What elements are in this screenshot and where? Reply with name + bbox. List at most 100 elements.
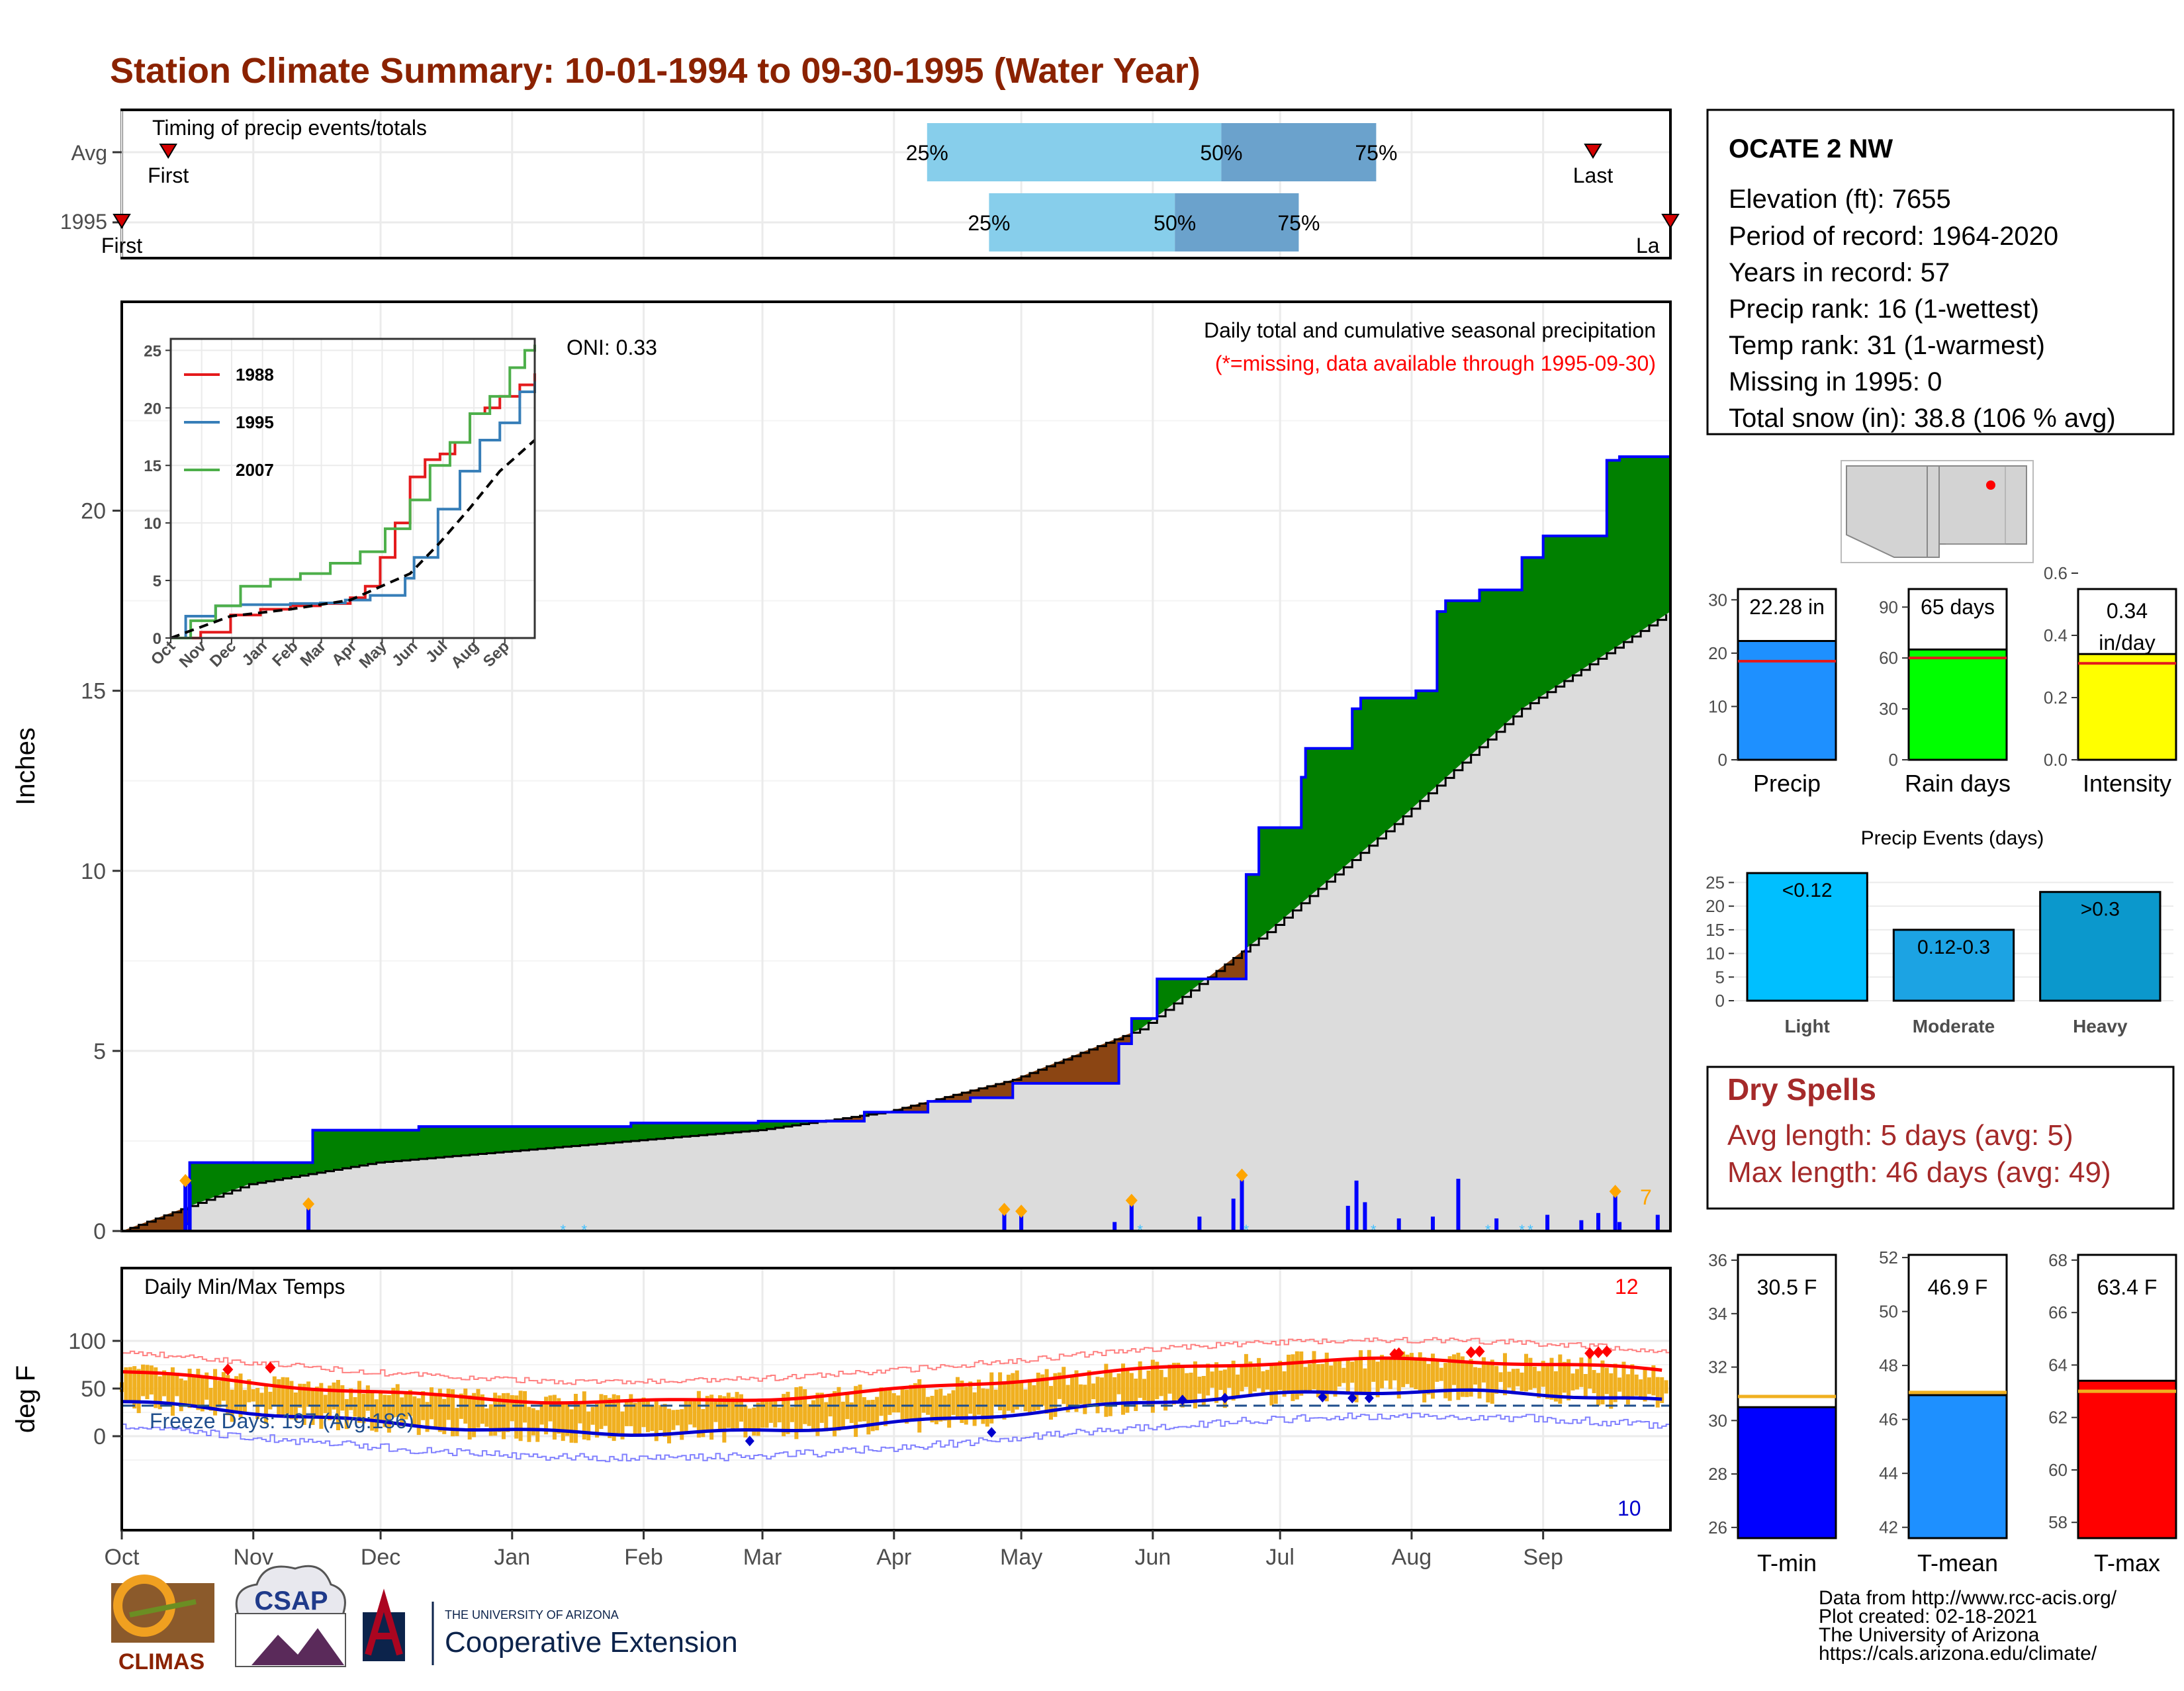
climas-logo[interactable]: CLIMAS: [111, 1575, 214, 1674]
freeze-days-label: Freeze Days: 197 (Avg:186): [150, 1409, 414, 1433]
daily-precip-bar: [1617, 1222, 1622, 1231]
oni-label: ONI: 0.33: [567, 336, 657, 359]
events-y-tick: 5: [1715, 967, 1725, 987]
summary-bar-tick: 0.4: [2044, 625, 2068, 645]
summary-bar-rain-days: 0 30 60 90 65 days Rain days: [1879, 588, 2011, 797]
inset-y-tick: 0: [153, 630, 161, 648]
summary-bar-value: 0.34: [2107, 599, 2148, 623]
daily-precip-bar: [1655, 1214, 1660, 1231]
temp-summary-t-max: 58 60 62 64 66 68 63.4 F T-max: [2048, 1250, 2177, 1577]
record-low-marker: [1177, 1394, 1187, 1406]
heavy-precip-marker: [1609, 1185, 1621, 1199]
heavy-precip-marker: [179, 1173, 192, 1187]
summary-bar-tick: 10: [1708, 696, 1727, 716]
ua-big-text: Cooperative Extension: [445, 1626, 738, 1659]
ua-small-text: THE UNIVERSITY OF ARIZONA: [445, 1608, 619, 1622]
summary-bar-tick: 20: [1708, 643, 1727, 663]
inset-y-tick: 20: [144, 400, 161, 418]
temp-summary-tick: 48: [1879, 1355, 1898, 1375]
station-line: Precip rank: 16 (1-wettest): [1729, 295, 2039, 324]
dry-spells-box: Dry Spells Avg length: 5 days (avg: 5) M…: [1706, 1066, 2175, 1210]
footer-line: Plot created: 02-18-2021: [1819, 1606, 2037, 1627]
summary-bar-unit: in/day: [2099, 631, 2155, 655]
inset-legend-label: 2007: [236, 460, 274, 480]
summary-bar-fill: [2077, 653, 2177, 761]
temp-summary-t-min: 26 28 30 32 34 36 30.5 F T-min: [1708, 1250, 1837, 1577]
station-line: Period of record: 1964-2020: [1729, 222, 2058, 251]
temp-summary-tick: 66: [2048, 1303, 2068, 1322]
daily-precip-bar: [1197, 1216, 1202, 1231]
locator-map: [1841, 460, 2034, 563]
events-category-label: Light: [1784, 1016, 1829, 1036]
timing-marker: [113, 214, 131, 229]
record-low-marker: [987, 1427, 997, 1438]
summary-bar-tick: 0.0: [2044, 750, 2068, 770]
record-low-marker: [745, 1436, 754, 1447]
events-title: Precip Events (days): [1861, 827, 2044, 849]
timing-marker: [1584, 144, 1602, 159]
inset-y-tick: 5: [153, 572, 161, 590]
station-line: Missing in 1995: 0: [1729, 367, 1942, 396]
events-bar-moderate: [1892, 929, 2015, 1002]
temp-y-tick: 100: [68, 1329, 106, 1354]
daily-precip-bar: [187, 1184, 192, 1231]
inset-y-tick: 10: [144, 515, 161, 533]
temp-bottom-count: 10: [1617, 1496, 1641, 1520]
timing-last-label: La: [1636, 234, 1660, 257]
temp-summary-tick: 26: [1708, 1518, 1727, 1537]
station-location-marker: [1986, 480, 1995, 490]
summary-bar-tick: 0: [1718, 750, 1727, 770]
temp-summary-label: T-max: [2094, 1549, 2160, 1577]
daily-precip-bar: [183, 1180, 188, 1231]
events-y-tick: 20: [1706, 896, 1725, 916]
month-tick-label: Sep: [1523, 1545, 1563, 1570]
month-tick-label: May: [1000, 1545, 1042, 1570]
events-bar-heavy: [2039, 891, 2161, 1002]
footer-credits: Data from http://www.rcc-acis.org/ Plot …: [1819, 1587, 2117, 1665]
daily-precip-bar: [1494, 1218, 1499, 1231]
month-tick-label: Dec: [361, 1545, 400, 1570]
timing-bar-q50-q75: [1175, 193, 1299, 251]
timing-last-label: Last: [1573, 163, 1614, 187]
summary-bar-tick: 30: [1708, 590, 1727, 610]
precip-y-tick: 5: [93, 1039, 106, 1064]
inset-average-line: [170, 439, 536, 639]
month-tick-label: Oct: [105, 1545, 140, 1570]
station-info-box: OCATE 2 NW Elevation (ft): 7655 Period o…: [1706, 109, 2175, 435]
dry-spells-avg: Avg length: 5 days (avg: 5): [1727, 1119, 2073, 1152]
daily-precip-bar: [1354, 1180, 1359, 1231]
temp-summary-tick: 28: [1708, 1464, 1727, 1484]
footer-line: https://cals.arizona.edu/climate/: [1819, 1643, 2097, 1665]
daily-precip-bar: [1002, 1209, 1007, 1231]
events-bar-light: [1746, 872, 1868, 1002]
station-line: Total snow (in): 38.8 (106 % avg): [1729, 404, 2116, 433]
summary-bar-fill: [1907, 648, 2008, 761]
events-y-tick: 10: [1706, 944, 1725, 964]
temp-summary-tick: 64: [2048, 1355, 2068, 1375]
precip-corner-count: 7: [1640, 1185, 1652, 1209]
university-of-arizona-logo[interactable]: THE UNIVERSITY OF ARIZONA Cooperative Ex…: [363, 1588, 738, 1665]
timing-bar-q25-q50: [989, 193, 1175, 251]
csap-logo[interactable]: CSAP: [235, 1565, 346, 1667]
precip-y-tick: 15: [81, 679, 106, 704]
inset-legend-label: 1995: [236, 412, 274, 432]
record-high-marker: [1393, 1347, 1404, 1359]
temp-summary-bar-fill: [2077, 1379, 2177, 1539]
events-y-tick: 25: [1706, 872, 1725, 892]
temp-summary-label: T-mean: [1917, 1549, 1998, 1577]
temp-summary-tick: 60: [2048, 1460, 2068, 1480]
daily-precip-bar: [1545, 1214, 1550, 1231]
average-cumulative-area: [122, 612, 1670, 1231]
temp-summary-tick: 68: [2048, 1250, 2068, 1270]
station-line: Temp rank: 31 (1-warmest): [1729, 331, 2045, 360]
temp-top-count: 12: [1615, 1275, 1639, 1299]
events-category-label: Moderate: [1913, 1016, 1995, 1036]
daily-precip-bar: [1596, 1212, 1601, 1231]
record-high-marker: [1601, 1345, 1612, 1357]
month-tick-label: Apr: [876, 1545, 911, 1570]
record-low-marker: [1220, 1393, 1230, 1404]
events-bar-label: 0.12-0.3: [1917, 937, 1990, 958]
timing-panel: Timing of precip events/totals Avg 1995 …: [60, 109, 1680, 259]
temp-summary-label: T-min: [1757, 1549, 1817, 1577]
